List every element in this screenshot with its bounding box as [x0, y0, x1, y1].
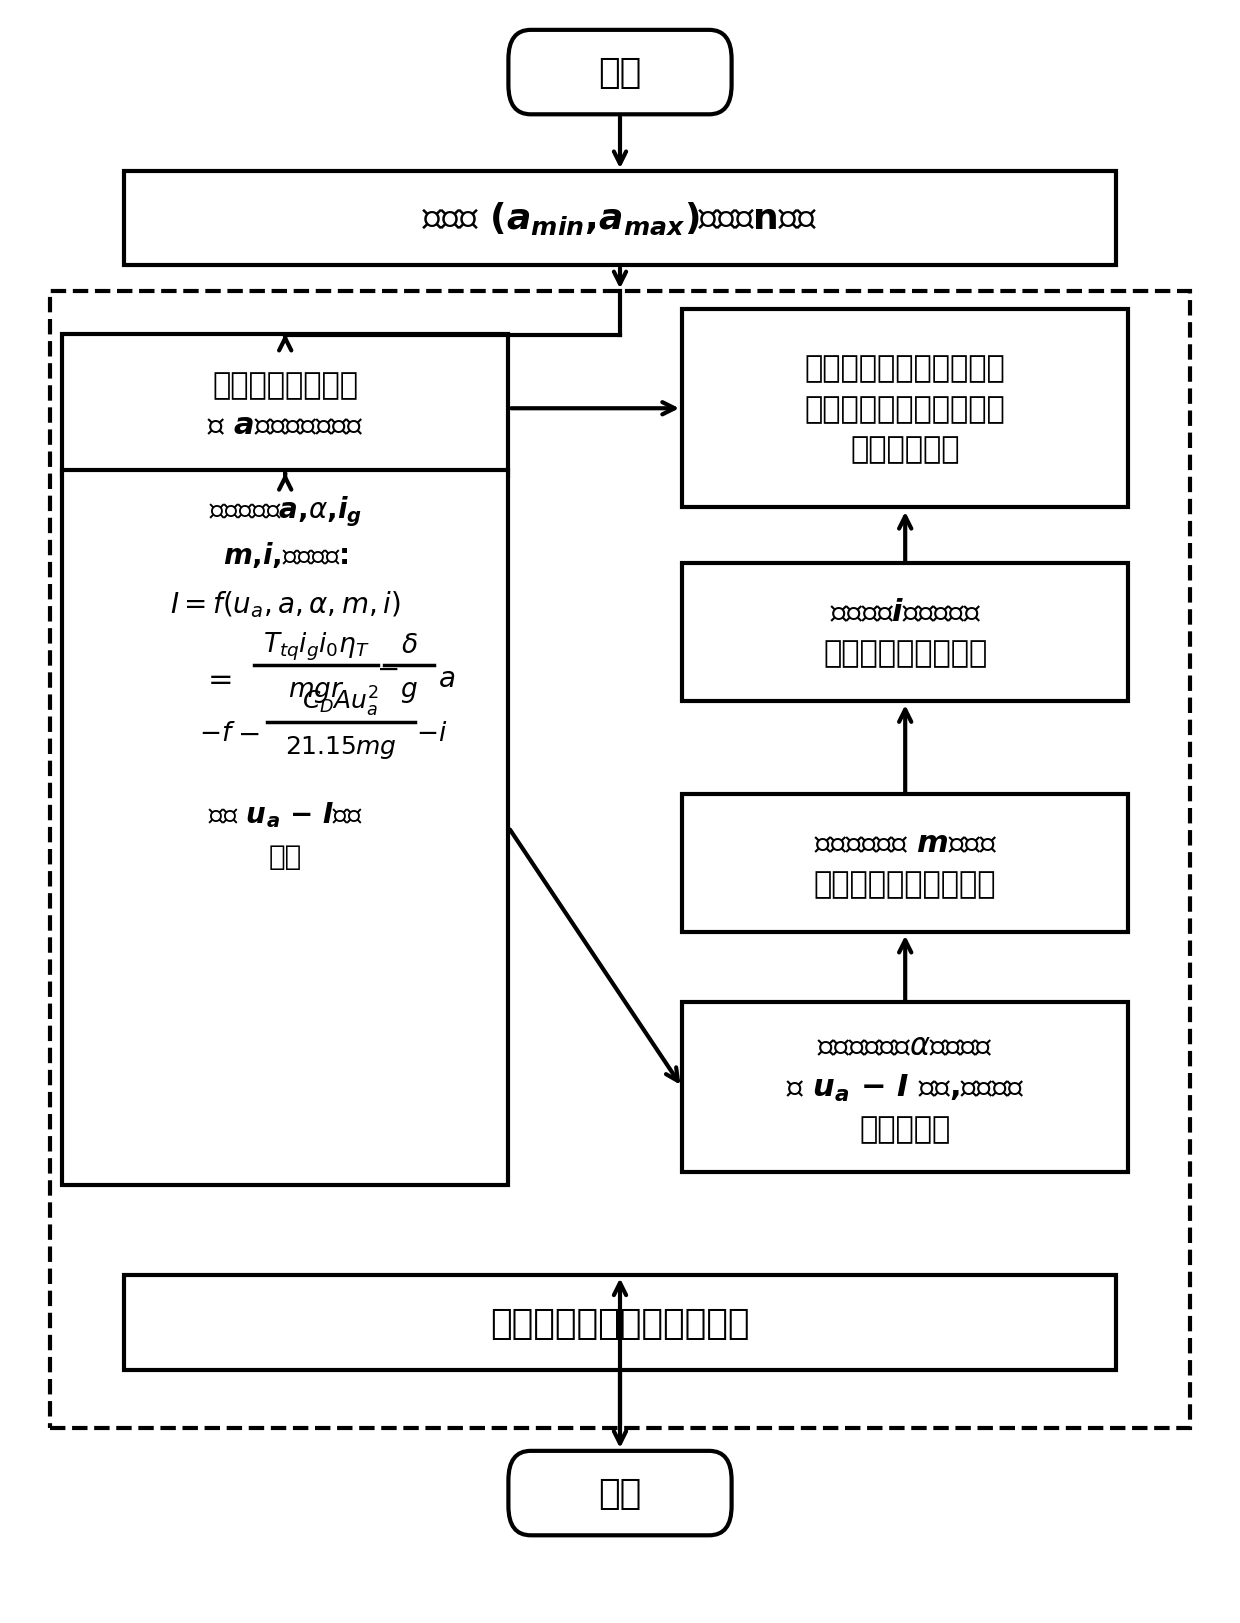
Text: $\delta$: $\delta$ [401, 633, 418, 659]
FancyBboxPatch shape [682, 794, 1128, 932]
Text: $T_{tq}i_gi_0\eta_T$: $T_{tq}i_gi_0\eta_T$ [263, 630, 370, 662]
Text: $a$: $a$ [438, 664, 455, 693]
Text: 遍历坡度$\bfit{i}$，得到不同
坡度下的最佳换挡点: 遍历坡度$\bfit{i}$，得到不同 坡度下的最佳换挡点 [823, 599, 987, 667]
FancyBboxPatch shape [508, 31, 732, 115]
FancyBboxPatch shape [682, 565, 1128, 701]
Text: 计算 $\bfit{u_a}$ − $\bfit{I}$关系: 计算 $\bfit{u_a}$ − $\bfit{I}$关系 [207, 800, 363, 829]
Text: $I = f(u_a,a,α,m,i)$: $I = f(u_a,a,α,m,i)$ [170, 589, 401, 618]
FancyBboxPatch shape [62, 334, 508, 477]
Text: $mgr$: $mgr$ [288, 678, 345, 704]
Text: $-$: $-$ [237, 719, 259, 748]
FancyBboxPatch shape [62, 471, 508, 1185]
Text: 开始: 开始 [599, 57, 641, 89]
Text: 遍历油门开度$α$，求各挡
位 $\bfit{u_a}$ − $\bfit{I}$ 曲线,得到各挡
最佳换挡点: 遍历油门开度$α$，求各挡 位 $\bfit{u_a}$ − $\bfit{I}… [786, 1031, 1024, 1144]
FancyBboxPatch shape [508, 1451, 732, 1535]
Text: $-$: $-$ [376, 654, 398, 683]
Text: 加速度 ($\bfit{a}_{min}$,$\bfit{a}_{max}$)划分为n等份: 加速度 ($\bfit{a}_{min}$,$\bfit{a}_{max}$)划… [423, 201, 817, 237]
Text: 遍历整车质量 $\bfit{m}$，得到
不同质量的最佳换挡点: 遍历整车质量 $\bfit{m}$，得到 不同质量的最佳换挡点 [813, 829, 997, 898]
FancyBboxPatch shape [682, 310, 1128, 508]
Text: 结束: 结束 [599, 1477, 641, 1509]
Text: $=$: $=$ [202, 664, 232, 693]
Text: 将各区间中心加速
度 $\bfit{a}$作为计算加速度: 将各区间中心加速 度 $\bfit{a}$作为计算加速度 [207, 372, 363, 440]
Text: $g$: $g$ [401, 678, 418, 704]
Text: 曲线: 曲线 [269, 842, 301, 872]
Text: 变换加速度区间，重复以
上步骤，得到不同加速度
最佳换挡曲线: 变换加速度区间，重复以 上步骤，得到不同加速度 最佳换挡曲线 [805, 354, 1006, 464]
Text: $-f$: $-f$ [198, 721, 236, 747]
Text: $-i$: $-i$ [415, 721, 448, 747]
FancyBboxPatch shape [124, 1276, 1116, 1370]
FancyBboxPatch shape [682, 1003, 1128, 1172]
Text: 五参数最佳动力性换挡规律: 五参数最佳动力性换挡规律 [490, 1307, 750, 1339]
FancyBboxPatch shape [124, 172, 1116, 266]
Text: $\bfit{m}$,$\bfit{i}$,根据公式:: $\bfit{m}$,$\bfit{i}$,根据公式: [223, 540, 347, 570]
Text: 对于确定的$\bfit{a}$,$α$,$\bfit{i_g}$: 对于确定的$\bfit{a}$,$α$,$\bfit{i_g}$ [208, 493, 362, 529]
Text: $21.15mg$: $21.15mg$ [285, 734, 397, 760]
Text: $C_DAu_a^2$: $C_DAu_a^2$ [303, 683, 379, 719]
